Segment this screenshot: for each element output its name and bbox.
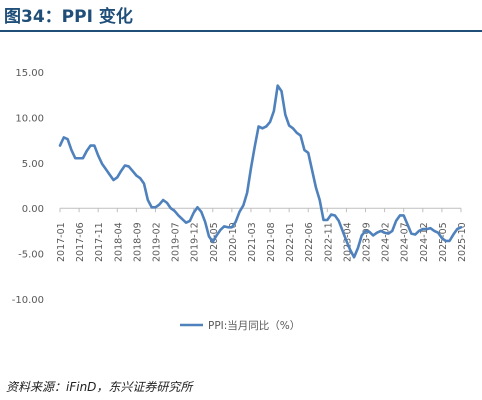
x-tick-label: 2018-04 bbox=[113, 222, 124, 262]
x-tick-label: 2022-06 bbox=[304, 222, 315, 262]
x-axis-tickmarks bbox=[59, 208, 462, 213]
legend: PPI:当月同比（%） bbox=[180, 319, 300, 332]
x-tick-label: 2019-02 bbox=[151, 222, 162, 262]
x-tick-label: 2019-12 bbox=[190, 222, 201, 262]
x-tick-label: 2024-12 bbox=[419, 222, 430, 262]
figure-title: 图34：PPI 变化 bbox=[4, 7, 133, 27]
x-tick-label: 2021-08 bbox=[266, 222, 277, 262]
x-tick-label: 2024-02 bbox=[381, 222, 392, 262]
y-tick-label: 10.00 bbox=[15, 113, 44, 124]
x-tick-label: 2017-06 bbox=[75, 222, 86, 262]
x-tick-label: 2025-05 bbox=[438, 222, 449, 262]
source-note: 资料来源：iFinD，东兴证券研究所 bbox=[6, 380, 193, 394]
x-tick-label: 2017-01 bbox=[56, 222, 67, 262]
y-tick-label: -5.00 bbox=[18, 250, 44, 261]
x-tick-label: 2021-03 bbox=[247, 222, 258, 262]
x-tick-label: 2022-11 bbox=[323, 222, 334, 262]
title-rule bbox=[0, 30, 482, 32]
x-tick-label: 2019-07 bbox=[171, 222, 182, 262]
x-tick-label: 2020-05 bbox=[209, 222, 220, 262]
y-tick-label: 15.00 bbox=[15, 68, 44, 79]
x-tick-label: 2025-10 bbox=[457, 222, 468, 262]
x-tick-label: 2023-09 bbox=[362, 222, 373, 262]
y-tick-label: 0.00 bbox=[22, 204, 44, 215]
x-tick-label: 2022-01 bbox=[285, 222, 296, 262]
y-axis-ticks: 15.00 10.00 5.00 0.00 -5.00 -10.00 bbox=[12, 68, 44, 306]
x-axis-tick-labels: 2017-01 2017-06 2017-11 2018-04 2018-09 2019-… bbox=[56, 222, 468, 262]
y-tick-label: 5.00 bbox=[22, 159, 44, 170]
y-tick-label: -10.00 bbox=[12, 295, 44, 306]
legend-label-ppi: PPI:当月同比（%） bbox=[208, 319, 300, 332]
x-tick-label: 2020-10 bbox=[228, 222, 239, 262]
series-line-ppi bbox=[58, 84, 463, 259]
x-tick-label: 2018-09 bbox=[132, 222, 143, 262]
x-tick-label: 2024-07 bbox=[400, 222, 411, 262]
x-tick-label: 2017-11 bbox=[94, 222, 105, 262]
